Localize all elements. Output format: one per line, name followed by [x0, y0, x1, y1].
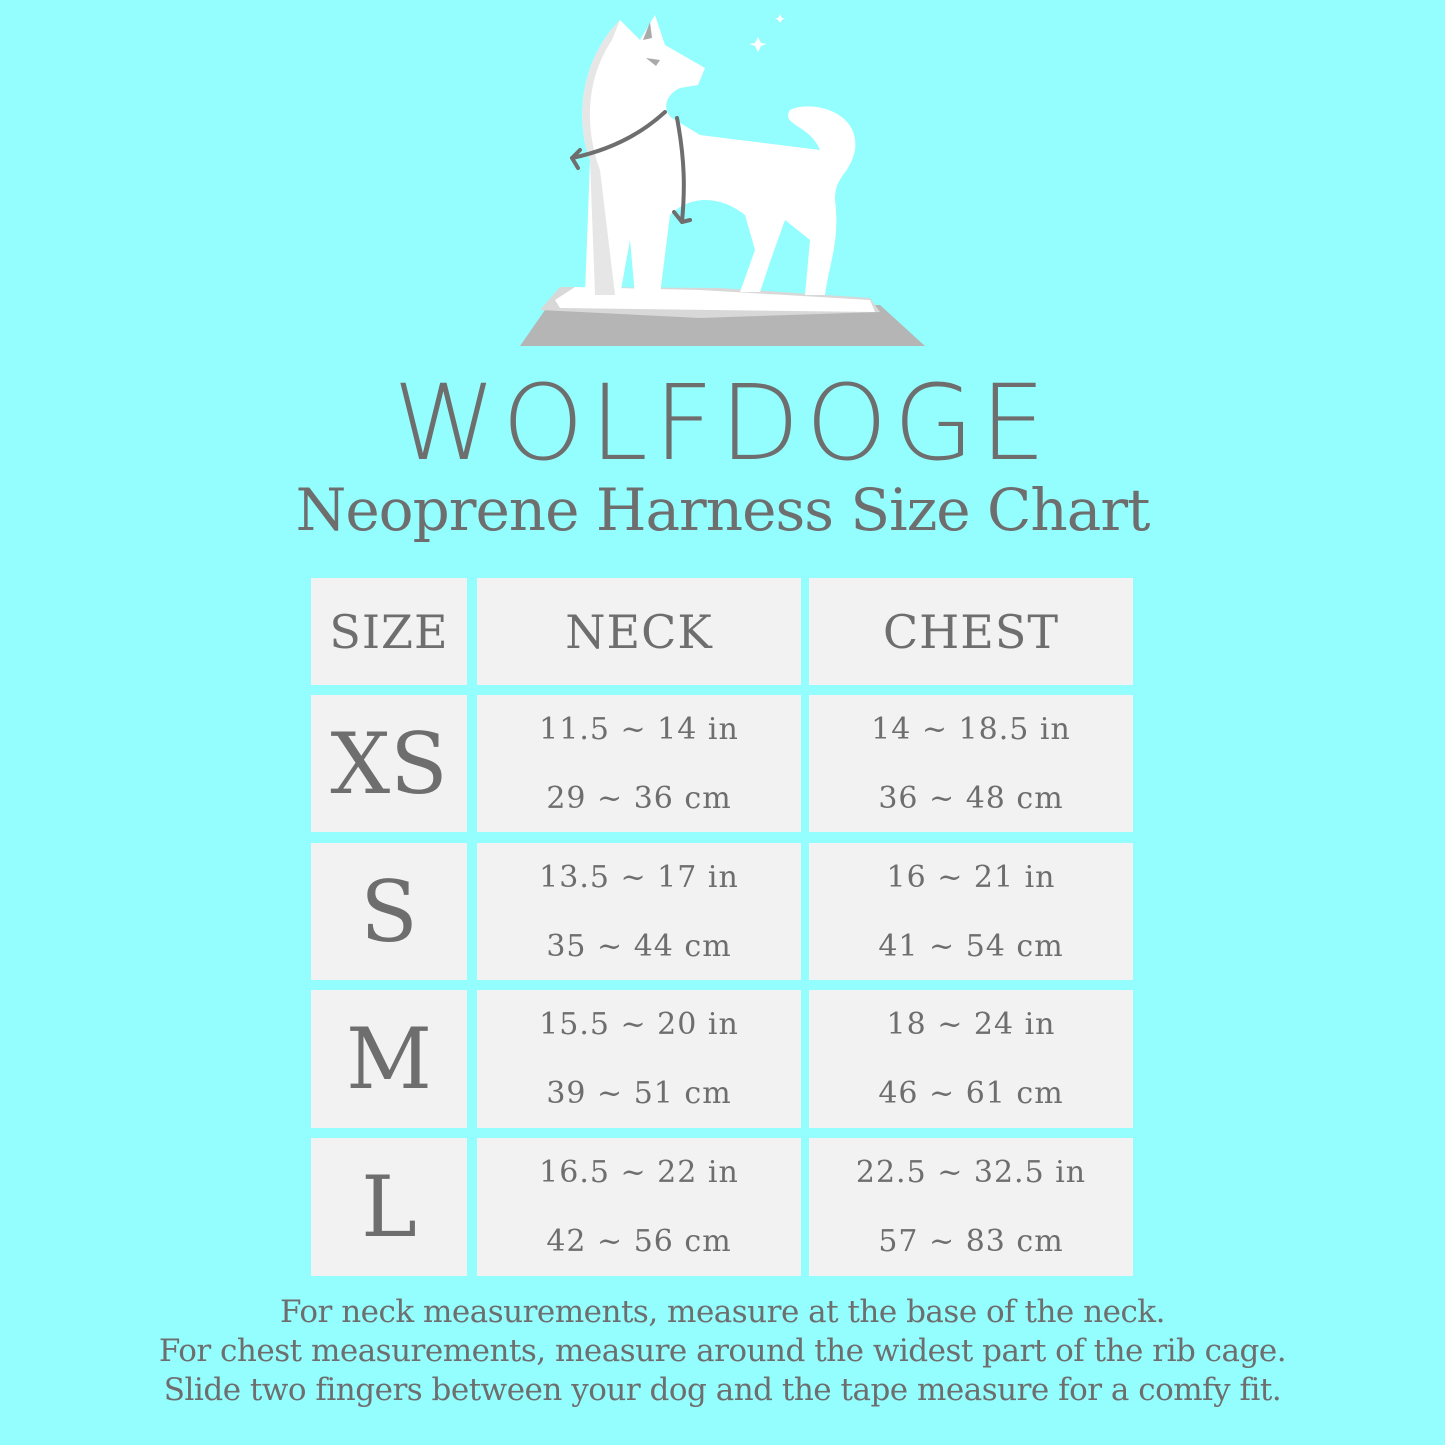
chest-inches: 22.5 ~ 32.5 in [855, 1155, 1087, 1190]
neck-cell: 11.5 ~ 14 in 29 ~ 36 cm [477, 695, 801, 832]
chest-cell: 14 ~ 18.5 in 36 ~ 48 cm [809, 695, 1133, 832]
header-cell-neck: NECK [477, 578, 801, 685]
dog-ear-icon [643, 22, 652, 40]
header-size: SIZE [329, 604, 449, 659]
sparkle-icon [775, 14, 785, 23]
chest-cell: 16 ~ 21 in 41 ~ 54 cm [809, 843, 1133, 980]
chest-cell: 18 ~ 24 in 46 ~ 61 cm [809, 990, 1133, 1128]
neck-cm: 42 ~ 56 cm [546, 1224, 732, 1259]
header-cell-size: SIZE [311, 578, 467, 685]
neck-inches: 16.5 ~ 22 in [539, 1155, 739, 1190]
chest-cm: 57 ~ 83 cm [878, 1224, 1064, 1259]
dog-shadow [582, 20, 620, 295]
neck-inches: 13.5 ~ 17 in [539, 859, 739, 895]
chart-subtitle: Neoprene Harness Size Chart [295, 476, 1151, 544]
chest-inches: 16 ~ 21 in [886, 859, 1056, 895]
neck-cm: 35 ~ 44 cm [546, 928, 732, 964]
sparkle-icon [749, 37, 767, 52]
size-label: M [345, 1010, 432, 1108]
neck-cell: 16.5 ~ 22 in 42 ~ 56 cm [477, 1138, 801, 1276]
rock-base [520, 305, 925, 346]
header-cell-chest: CHEST [809, 578, 1133, 685]
dog-body [582, 15, 856, 295]
size-label: XS [330, 714, 448, 813]
chest-inches: 14 ~ 18.5 in [871, 711, 1071, 747]
neck-cell: 13.5 ~ 17 in 35 ~ 44 cm [477, 843, 801, 980]
size-cell: XS [311, 695, 467, 832]
measurement-notes: For neck measurements, measure at the ba… [0, 1293, 1445, 1410]
header-chest: CHEST [882, 604, 1060, 659]
chest-cell: 22.5 ~ 32.5 in 57 ~ 83 cm [809, 1138, 1133, 1276]
chest-measure-arrow-icon [672, 116, 692, 224]
neck-measure-arrow-icon [570, 110, 667, 170]
chest-cm: 46 ~ 61 cm [878, 1076, 1064, 1111]
note-line: For chest measurements, measure around t… [158, 1333, 1287, 1369]
neck-inches: 15.5 ~ 20 in [539, 1007, 739, 1042]
chest-cm: 41 ~ 54 cm [878, 928, 1064, 964]
size-label: L [361, 1158, 417, 1256]
size-cell: S [311, 843, 467, 980]
chest-inches: 18 ~ 24 in [886, 1007, 1056, 1042]
chest-cm: 36 ~ 48 cm [878, 780, 1064, 816]
header-neck: NECK [565, 604, 713, 659]
note-line: For neck measurements, measure at the ba… [280, 1294, 1165, 1330]
neck-cm: 29 ~ 36 cm [546, 780, 732, 816]
size-label: S [360, 862, 418, 961]
note-line: Slide two fingers between your dog and t… [163, 1372, 1282, 1408]
wolf-dog-illustration [520, 14, 925, 346]
neck-inches: 11.5 ~ 14 in [539, 711, 739, 747]
dog-eye-icon [646, 58, 660, 66]
size-cell: L [311, 1138, 467, 1276]
neck-cell: 15.5 ~ 20 in 39 ~ 51 cm [477, 990, 801, 1128]
size-cell: M [311, 990, 467, 1128]
brand-title: WOLFDOGE [393, 362, 1052, 484]
neck-cm: 39 ~ 51 cm [546, 1076, 732, 1111]
